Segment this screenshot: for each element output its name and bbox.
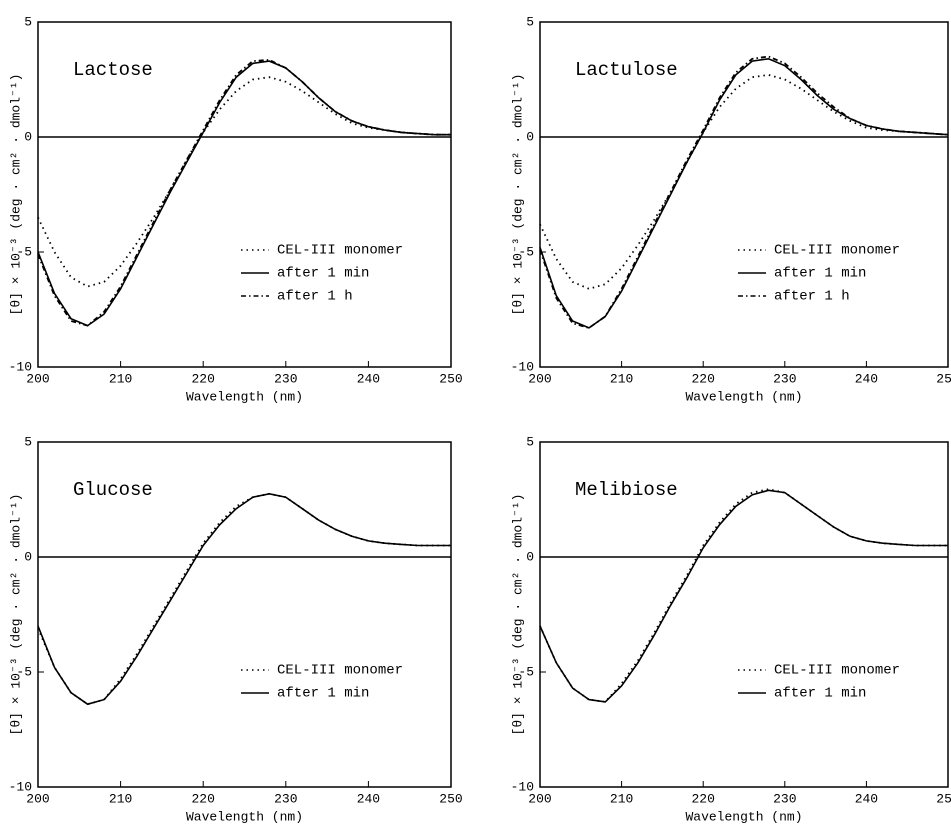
x-tick-label: 250 (936, 371, 951, 386)
x-tick-label: 220 (191, 791, 214, 806)
legend-label: CEL-III monomer (277, 663, 403, 679)
panel-title: Lactose (73, 59, 153, 81)
x-tick-label: 240 (855, 791, 878, 806)
x-tick-label: 240 (357, 371, 380, 386)
plot-frame (37, 441, 452, 788)
x-tick-label: 240 (855, 371, 878, 386)
legend-label: CEL-III monomer (774, 243, 900, 259)
y-tick-label: -10 (511, 779, 534, 794)
series-line (539, 73, 949, 290)
x-tick-label: 200 (528, 371, 551, 386)
y-axis-label: [θ] × 10⁻³ (deg · cm² · dmol⁻¹) (510, 74, 525, 316)
y-tick-label: 5 (24, 434, 32, 449)
legend-label: after 1 min (774, 266, 866, 282)
x-tick-label: 220 (691, 371, 714, 386)
y-tick-label: -5 (16, 244, 32, 259)
series-line (539, 489, 948, 703)
x-axis-label: Wavelength (nm) (685, 809, 802, 824)
plot-frame (539, 441, 949, 788)
panel-title: Melibiose (575, 479, 678, 501)
y-tick-label: -10 (9, 779, 32, 794)
legend-label: after 1 h (774, 289, 850, 305)
series-line (37, 58, 451, 327)
legend-label: CEL-III monomer (277, 243, 403, 259)
legend-label: after 1 min (774, 686, 866, 702)
x-tick-label: 210 (109, 791, 132, 806)
legend-label: CEL-III monomer (774, 663, 900, 679)
x-axis-label: Wavelength (nm) (186, 389, 303, 404)
panel-title: Glucose (73, 479, 153, 501)
y-tick-label: 0 (526, 129, 534, 144)
x-tick-label: 220 (691, 791, 714, 806)
x-tick-label: 210 (610, 371, 633, 386)
x-tick-label: 230 (274, 371, 297, 386)
x-axis-label: Wavelength (nm) (685, 389, 802, 404)
y-tick-label: -5 (518, 664, 534, 679)
y-axis-label: [θ] × 10⁻³ (deg · cm² · dmol⁻¹) (8, 74, 23, 316)
y-tick-label: 0 (24, 549, 32, 564)
y-tick-label: 0 (526, 549, 534, 564)
x-tick-label: 250 (439, 371, 462, 386)
y-tick-label: 0 (24, 129, 32, 144)
plot-frame (539, 21, 949, 368)
x-tick-label: 200 (528, 791, 551, 806)
x-tick-label: 210 (610, 791, 633, 806)
x-tick-label: 230 (773, 371, 796, 386)
x-tick-label: 250 (936, 791, 951, 806)
series-line (37, 60, 451, 327)
y-tick-label: -5 (16, 664, 32, 679)
legend-label: after 1 min (277, 266, 369, 282)
series-line (539, 55, 949, 329)
legend-label: after 1 min (277, 686, 369, 702)
plot-frame (37, 21, 452, 368)
x-tick-label: 220 (191, 371, 214, 386)
y-tick-label: -5 (518, 244, 534, 259)
x-tick-label: 200 (26, 791, 49, 806)
y-tick-label: 5 (526, 14, 534, 29)
x-tick-label: 230 (274, 791, 297, 806)
y-tick-label: 5 (24, 14, 32, 29)
panel-title: Lactulose (575, 59, 678, 81)
x-tick-label: 230 (773, 791, 796, 806)
x-tick-label: 210 (109, 371, 132, 386)
x-tick-label: 250 (439, 791, 462, 806)
series-line (37, 492, 451, 706)
y-axis-label: [θ] × 10⁻³ (deg · cm² · dmol⁻¹) (510, 494, 525, 736)
y-tick-label: -10 (9, 359, 32, 374)
y-tick-label: -10 (511, 359, 534, 374)
series-line (539, 57, 949, 329)
y-axis-label: [θ] × 10⁻³ (deg · cm² · dmol⁻¹) (8, 494, 23, 736)
x-tick-label: 200 (26, 371, 49, 386)
x-axis-label: Wavelength (nm) (186, 809, 303, 824)
x-tick-label: 240 (357, 791, 380, 806)
legend-label: after 1 h (277, 289, 353, 305)
y-tick-label: 5 (526, 434, 534, 449)
